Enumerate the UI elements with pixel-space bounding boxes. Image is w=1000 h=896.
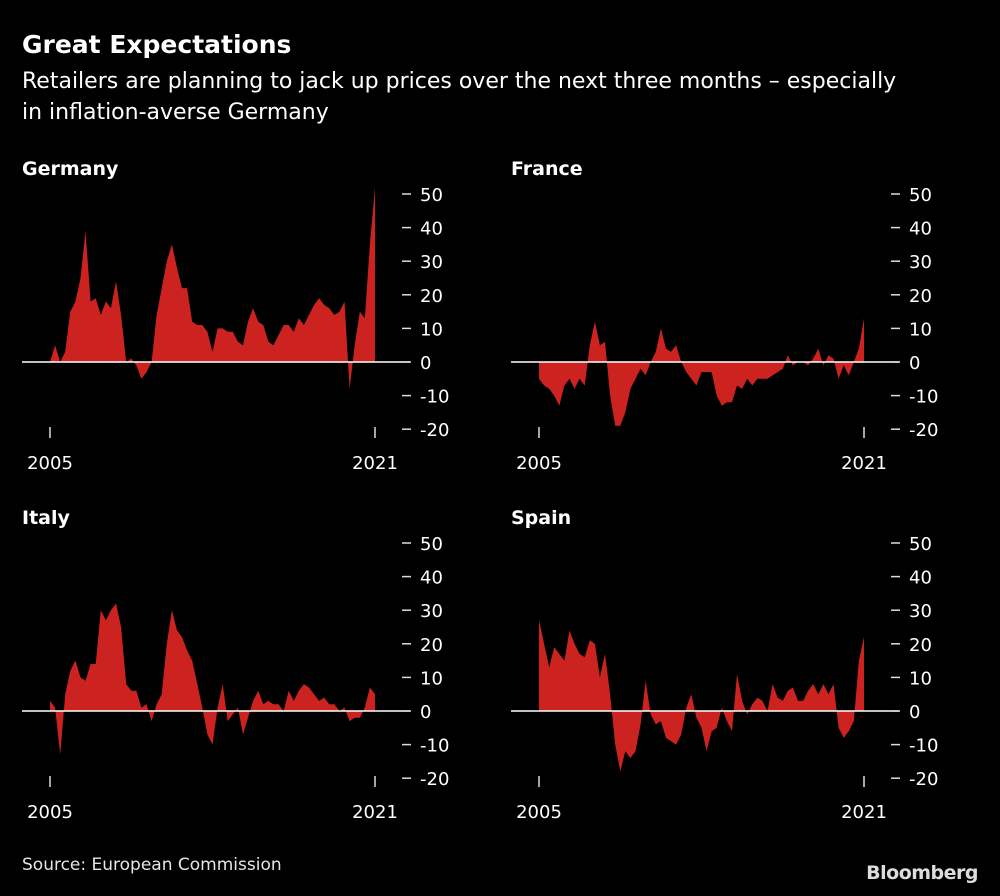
y-tick-label: 40: [909, 568, 932, 589]
area-series: [539, 318, 864, 426]
y-tick-label: 30: [909, 601, 932, 622]
y-tick-label: -20: [420, 769, 449, 790]
y-tick-label: 0: [909, 353, 920, 374]
y-tick-label: 30: [420, 252, 443, 273]
y-tick-label: 40: [420, 568, 443, 589]
panel-title: Germany: [22, 158, 119, 180]
area-series: [50, 187, 375, 389]
y-tick-label: -10: [909, 387, 938, 408]
y-tick-label: 50: [909, 534, 932, 555]
panel-spain: Spain 50 40 30 20 10 0 -10 -20 2005 2021: [511, 507, 938, 823]
y-tick-label: 50: [420, 534, 443, 555]
x-tick-label: 2005: [516, 453, 562, 474]
y-tick-label: 30: [909, 252, 932, 273]
y-tick-label: 0: [909, 702, 920, 723]
y-tick-label: 10: [420, 319, 443, 340]
y-tick-label: -10: [420, 387, 449, 408]
y-tick-label: 50: [909, 185, 932, 206]
y-tick-label: 10: [909, 319, 932, 340]
y-tick-label: 50: [420, 185, 443, 206]
panel-title: France: [511, 158, 583, 180]
panel-germany: Germany 50 40 30 20 10 0 -10 -20 2005 2021: [22, 158, 449, 474]
area-series: [539, 620, 864, 772]
panel-title: Spain: [511, 507, 571, 529]
area-series: [50, 603, 375, 755]
x-tick-label: 2021: [352, 453, 398, 474]
panel-title: Italy: [22, 507, 70, 529]
chart-title: Great Expectations: [22, 30, 292, 59]
y-tick-label: -10: [420, 736, 449, 757]
y-tick-label: -10: [909, 736, 938, 757]
chart-subtitle: Retailers are planning to jack up prices…: [22, 69, 897, 125]
y-tick-label: 40: [420, 219, 443, 240]
y-tick-label: 0: [420, 353, 431, 374]
y-tick-label: 20: [909, 635, 932, 656]
y-tick-label: -20: [420, 420, 449, 441]
x-tick-label: 2005: [516, 802, 562, 823]
y-tick-label: -20: [909, 420, 938, 441]
panel-italy: Italy 50 40 30 20 10 0 -10 -20 2005 2021: [22, 507, 449, 823]
y-tick-label: -20: [909, 769, 938, 790]
x-tick-label: 2021: [841, 453, 887, 474]
y-tick-label: 20: [420, 286, 443, 307]
y-tick-label: 20: [420, 635, 443, 656]
panel-france: France 50 40 30 20 10 0 -10 -20 2005 2021: [511, 158, 938, 474]
y-tick-label: 10: [420, 668, 443, 689]
source-note: Source: European Commission: [22, 855, 282, 875]
y-tick-label: 20: [909, 286, 932, 307]
y-tick-label: 10: [909, 668, 932, 689]
y-tick-label: 30: [420, 601, 443, 622]
x-tick-label: 2021: [841, 802, 887, 823]
x-tick-label: 2005: [27, 453, 73, 474]
bloomberg-logo: Bloomberg: [866, 862, 978, 884]
y-tick-label: 0: [420, 702, 431, 723]
x-tick-label: 2021: [352, 802, 398, 823]
y-tick-label: 40: [909, 219, 932, 240]
x-tick-label: 2005: [27, 802, 73, 823]
